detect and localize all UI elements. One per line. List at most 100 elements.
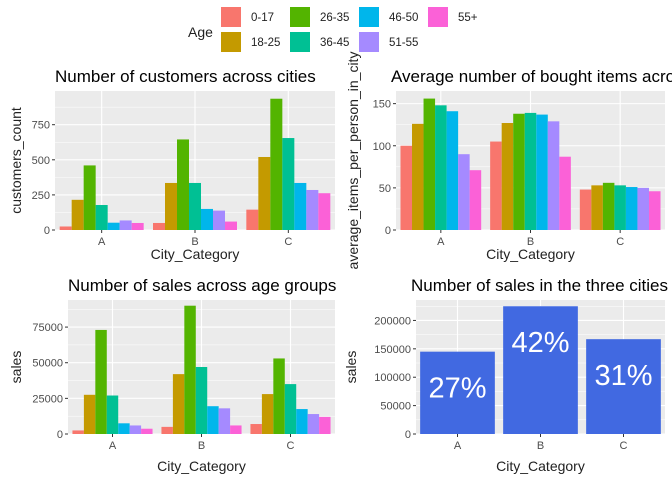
- bar-b-36-45: [189, 182, 201, 230]
- x-tick-label-a: A: [437, 236, 445, 248]
- legend-key-6: [359, 32, 379, 52]
- y-tick-label: 0: [385, 225, 391, 237]
- y-axis-title: customers_count: [8, 107, 24, 214]
- legend-label-6: 51-55: [389, 37, 418, 49]
- average-items-across-cities-panel: 0 50 100 150 A B C City_Category average_items_p…: [345, 52, 672, 270]
- y-tick-label: 250: [32, 190, 50, 202]
- bar-c: [586, 339, 661, 434]
- x-tick-label-b: B: [527, 236, 534, 248]
- bar-b-46-50: [201, 208, 213, 230]
- legend-title: Age: [188, 24, 213, 40]
- bar-b-51-55: [213, 210, 225, 230]
- bar-a-46-50: [107, 222, 120, 230]
- bar-c-55plus: [318, 193, 331, 230]
- share-label-b: 42%: [511, 327, 569, 359]
- x-tick-label-c: C: [620, 440, 628, 452]
- bar-b-26-35: [177, 139, 189, 230]
- bar-c-51-55: [307, 414, 320, 434]
- x-tick-label-a: A: [454, 440, 462, 452]
- age-legend: Age 0-17 18-25 26-35 36-45 46-50 51-55 55+: [188, 7, 478, 52]
- sales-in-three-cities-panel: 27% 42% 31% 0 50000 100000 150000 200000 A B C City…: [343, 276, 668, 474]
- bar-a-18-25: [412, 123, 424, 230]
- y-tick-label: 0: [44, 225, 50, 237]
- bar-c-55plus: [648, 191, 661, 230]
- bar-c-18-25: [591, 185, 603, 230]
- bar-b-36-45: [195, 367, 208, 434]
- bar-a-18-25: [71, 199, 84, 230]
- y-tick-label: 150: [373, 99, 391, 111]
- bar-b: [503, 306, 578, 434]
- bar-c-0-17: [579, 189, 592, 230]
- y-tick-label: 75000: [32, 322, 63, 334]
- bar-c-26-35: [270, 98, 283, 230]
- bar-b-0-17: [161, 426, 173, 434]
- bar-c-36-45: [284, 384, 297, 434]
- share-label-c: 31%: [594, 360, 652, 392]
- x-tick-label-a: A: [109, 440, 117, 452]
- x-tick-label-b: B: [198, 440, 205, 452]
- y-tick-label: 100: [373, 141, 391, 153]
- legend-label-3: 26-35: [320, 12, 349, 24]
- x-tick-label-b: B: [537, 440, 544, 452]
- legend-key-7: [428, 7, 448, 27]
- bar-b-26-35: [513, 113, 525, 230]
- bar-c-18-25: [258, 156, 271, 230]
- y-tick-label: 0: [405, 429, 411, 441]
- sales-across-age-groups-panel: 0 25000 50000 75000 A B C City_Category sales Num…: [8, 276, 336, 474]
- panel-title: Number of sales across age groups: [68, 276, 336, 295]
- bar-b-18-25: [172, 374, 185, 434]
- bar-c-36-45: [282, 138, 295, 230]
- bar-b-0-17: [490, 141, 502, 230]
- y-tick-label: 50000: [32, 358, 63, 370]
- bar-b-55plus: [230, 425, 242, 434]
- bar-a-26-35: [83, 165, 96, 230]
- bar-c-51-55: [306, 189, 319, 230]
- y-tick-label: 100000: [374, 372, 411, 384]
- bar-c-26-35: [602, 182, 615, 230]
- bar-a-0-17: [400, 145, 413, 230]
- bar-b-18-25: [501, 123, 514, 230]
- bar-c-0-17: [246, 209, 259, 230]
- bar-a-51-55: [129, 425, 142, 434]
- x-axis-title: City_Category: [157, 458, 246, 474]
- y-axis-title: average_items_per_person_in_city: [345, 52, 361, 270]
- legend-key-4: [290, 32, 310, 52]
- legend-label-5: 46-50: [389, 12, 418, 24]
- bar-a-26-35: [95, 329, 107, 434]
- bar-b-46-50: [536, 114, 548, 230]
- bar-b-46-50: [207, 406, 219, 434]
- legend-key-3: [290, 7, 310, 27]
- y-tick-label: 200000: [374, 315, 411, 327]
- y-tick-label: 25000: [32, 393, 63, 405]
- bar-c-36-45: [614, 185, 626, 230]
- bar-b-0-17: [153, 222, 165, 230]
- y-axis-title: sales: [343, 351, 359, 384]
- bar-a-26-35: [423, 98, 436, 230]
- bar-a-0-17: [59, 226, 72, 230]
- bar-c-0-17: [250, 424, 262, 434]
- x-axis-title: City_Category: [151, 246, 240, 262]
- bar-b-51-55: [547, 121, 560, 230]
- bar-c-55plus: [319, 416, 331, 434]
- bar-a-36-45: [95, 205, 108, 230]
- bar-c-18-25: [261, 394, 274, 434]
- bar-a-36-45: [435, 105, 447, 230]
- x-axis-title: City_Category: [496, 458, 585, 474]
- legend-label-1: 0-17: [251, 12, 274, 24]
- bar-b-36-45: [524, 112, 537, 230]
- bar-a-51-55: [458, 154, 470, 230]
- customers-across-cities-panel: 0 250 500 750 A B C City_Category customers_coun…: [8, 67, 335, 262]
- legend-key-5: [359, 7, 379, 27]
- bar-b-18-25: [165, 182, 177, 230]
- legend-key-1: [221, 7, 241, 27]
- bar-a: [420, 351, 495, 434]
- y-tick-label: 50000: [380, 401, 411, 413]
- bar-a-36-45: [106, 395, 119, 434]
- x-tick-label-c: C: [616, 236, 624, 248]
- legend-label-2: 18-25: [251, 37, 280, 49]
- bar-a-18-25: [83, 394, 96, 434]
- bar-b-55plus: [225, 221, 237, 230]
- y-tick-label: 750: [32, 120, 50, 132]
- y-tick-label: 500: [32, 155, 50, 167]
